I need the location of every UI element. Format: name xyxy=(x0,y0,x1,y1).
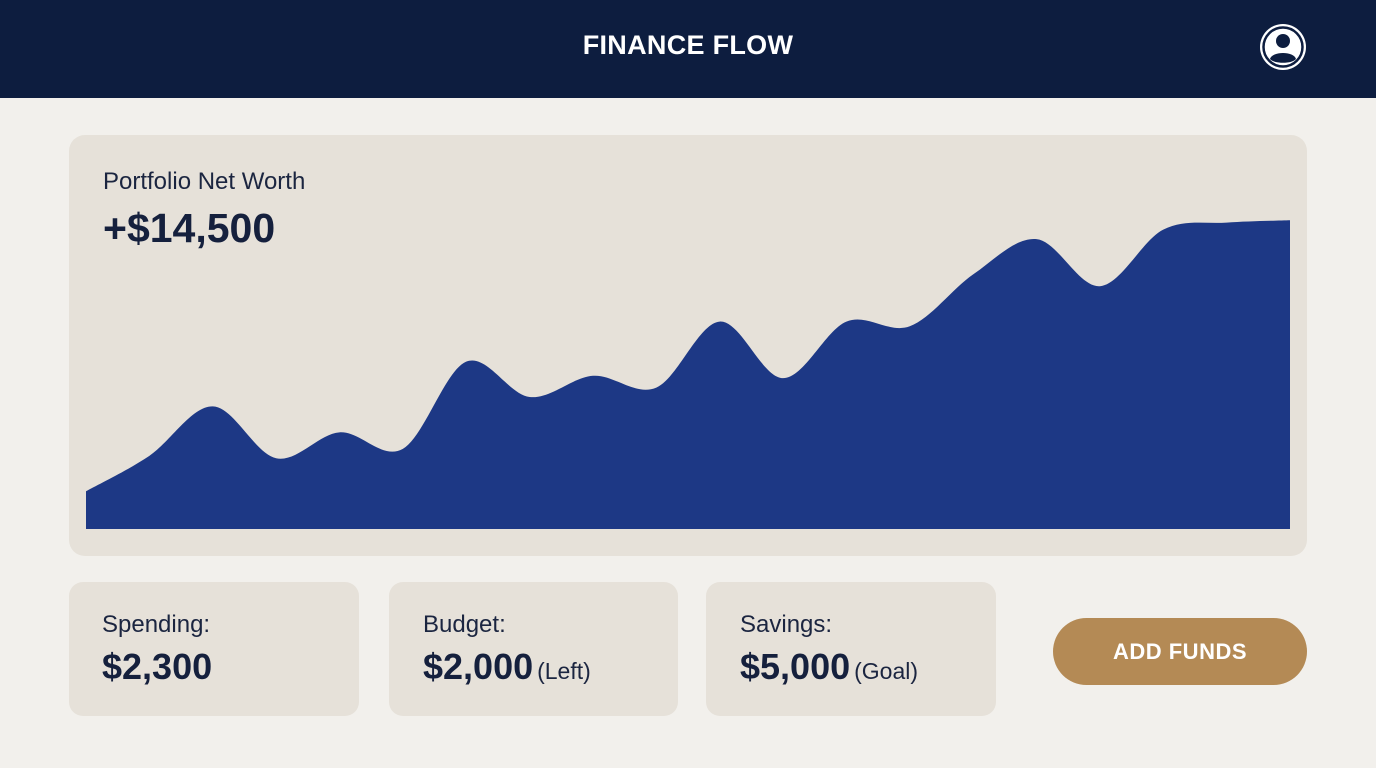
spending-value: $2,300 xyxy=(102,646,213,687)
net-worth-area-chart xyxy=(86,220,1290,529)
budget-note: (Left) xyxy=(537,658,591,684)
portfolio-label: Portfolio Net Worth xyxy=(103,168,306,195)
savings-value: $5,000 xyxy=(740,646,851,687)
savings-value-row: $5,000 (Goal) xyxy=(740,646,918,688)
spending-label: Spending: xyxy=(102,611,211,638)
budget-label: Budget: xyxy=(423,611,506,638)
app-title: FINANCE FLOW xyxy=(582,30,794,60)
spending-card: Spending: $2,300 xyxy=(69,582,359,716)
portfolio-value: +$14,500 xyxy=(103,205,276,251)
savings-note: (Goal) xyxy=(854,658,919,684)
budget-value-row: $2,000 (Left) xyxy=(423,646,591,688)
top-navigation-bar: FINANCE FLOW xyxy=(0,0,1376,98)
savings-label: Savings: xyxy=(740,611,833,638)
spending-value-row: $2,300 xyxy=(102,646,212,688)
add-funds-button[interactable]: ADD FUNDS xyxy=(1053,618,1307,685)
user-avatar-icon[interactable] xyxy=(1259,23,1307,71)
savings-card: Savings: $5,000 (Goal) xyxy=(706,582,996,716)
budget-value: $2,000 xyxy=(423,646,534,687)
portfolio-chart-card: Portfolio Net Worth +$14,500 xyxy=(69,135,1307,556)
budget-card: Budget: $2,000 (Left) xyxy=(389,582,678,716)
net-worth-area-series xyxy=(86,220,1290,529)
